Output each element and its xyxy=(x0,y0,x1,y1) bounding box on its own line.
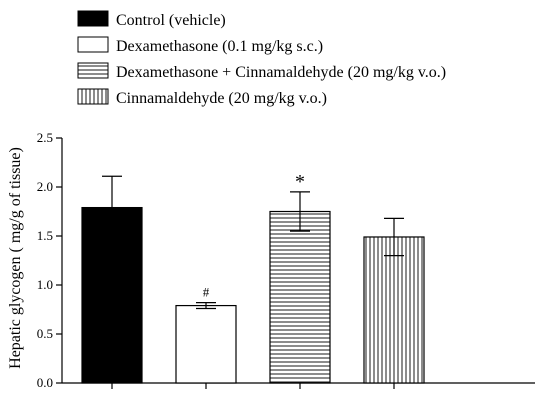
y-tick-label: 1.5 xyxy=(37,228,53,243)
legend-label: Control (vehicle) xyxy=(116,12,226,29)
y-tick-label: 2.5 xyxy=(37,130,53,145)
legend: Control (vehicle) Dexamethasone (0.1 mg/k… xyxy=(77,10,446,107)
significance-marker: * xyxy=(295,171,305,193)
x-axis xyxy=(62,382,535,389)
bar xyxy=(363,236,425,384)
significance-marker: # xyxy=(203,285,210,300)
bar xyxy=(175,304,237,384)
bars: #* xyxy=(81,171,425,384)
y-axis-label: Hepatic glycogen ( mg/g of tissue) xyxy=(7,147,24,369)
legend-swatch xyxy=(77,88,109,105)
legend-label: Dexamethasone + Cinnamaldehyde (20 mg/kg… xyxy=(116,64,446,81)
y-tick-label: 0.0 xyxy=(37,375,53,390)
legend-label: Dexamethasone (0.1 mg/kg s.c.) xyxy=(116,38,323,55)
legend-swatch xyxy=(77,36,109,53)
legend-swatch xyxy=(77,62,109,79)
y-tick-label: 1.0 xyxy=(37,277,53,292)
legend-swatch xyxy=(77,10,109,27)
bar xyxy=(81,206,143,384)
y-tick-label: 2.0 xyxy=(37,179,53,194)
y-tick-label: 0.5 xyxy=(37,326,53,341)
bar xyxy=(269,210,331,384)
legend-label: Cinnamaldehyde (20 mg/kg v.o.) xyxy=(116,90,327,107)
y-axis: 0.0 0.5 1.0 1.5 2.0 2.5 xyxy=(37,130,63,390)
